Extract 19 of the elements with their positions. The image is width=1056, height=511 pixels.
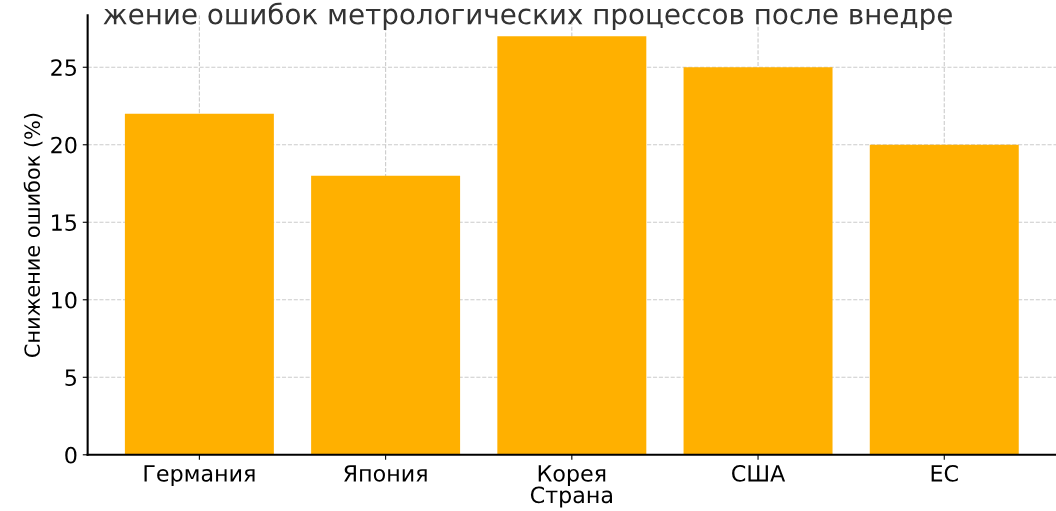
bar — [497, 36, 647, 455]
bar — [869, 144, 1019, 455]
chart-title: жение ошибок метрологических процессов после внедре — [103, 2, 952, 30]
bar — [683, 67, 833, 455]
x-tick-label: Япония — [344, 465, 427, 482]
y-tick-label: 25 — [51, 59, 76, 77]
bar — [311, 175, 461, 455]
y-tick-label: 5 — [65, 369, 76, 387]
x-tick-label: США — [732, 464, 786, 482]
y-tick-label: 15 — [52, 214, 76, 232]
x-tick-label: Германия — [144, 465, 255, 487]
x-tick-label: ЕС — [931, 464, 958, 482]
x-axis-title: Страна — [530, 486, 612, 508]
y-tick-label: 0 — [65, 446, 77, 464]
y-axis-title: Снижение ошибок (%) — [23, 113, 43, 357]
y-tick-label: 10 — [52, 291, 77, 309]
y-tick-label: 20 — [51, 136, 77, 154]
bar — [124, 113, 274, 455]
x-tick-label: Корея — [538, 465, 606, 487]
